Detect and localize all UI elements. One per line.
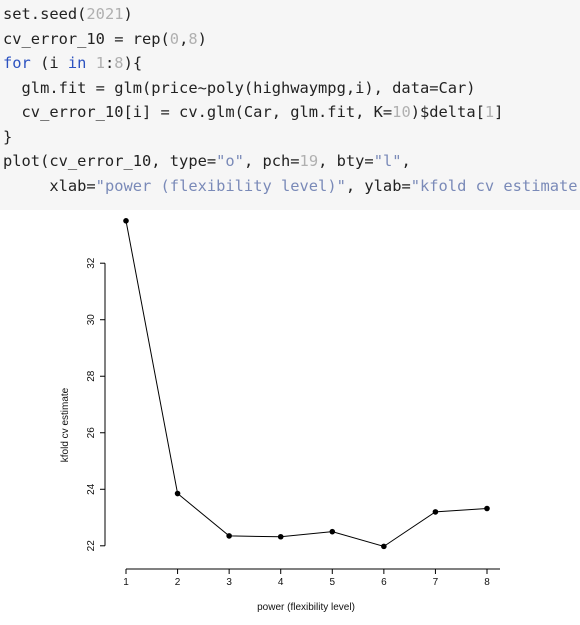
code-token: "l" <box>373 152 402 170</box>
y-tick-label: 24 <box>86 483 97 495</box>
code-token: cv_error_10 = rep( <box>3 29 170 48</box>
data-point <box>484 505 490 512</box>
data-point <box>277 533 284 540</box>
code-token: ] <box>494 103 504 121</box>
code-token: ) <box>123 5 133 23</box>
code-token: plot(cv_error_10, type= <box>3 152 217 170</box>
code-token: } <box>3 127 13 146</box>
x-tick-label: 7 <box>433 577 439 588</box>
data-point <box>226 533 232 539</box>
line-chart: 1 2 3 4 5 6 7 8 22 24 26 28 30 32 power (flexibility … <box>60 218 500 613</box>
data-point <box>123 218 129 224</box>
x-tick-label: 5 <box>330 577 336 588</box>
code-token: glm.fit = glm(price~poly(highwaympg,i), … <box>3 78 476 97</box>
code-line: for (i in 1:8){ <box>3 51 580 76</box>
x-tick-label: 4 <box>278 577 284 588</box>
code-token: 8 <box>114 54 124 72</box>
code-token: 1 <box>484 103 495 121</box>
code-token <box>86 54 95 72</box>
code-line: set.seed(2021) <box>3 2 580 27</box>
x-tick-label: 6 <box>381 577 387 588</box>
code-token: , <box>179 29 189 48</box>
code-token: , ylab= <box>345 176 411 195</box>
code-line: cv_error_10[i] = cv.glm(Car, glm.fit, K=… <box>3 100 580 125</box>
code-line: glm.fit = glm(price~poly(highwaympg,i), … <box>3 76 580 101</box>
code-token: 19 <box>299 152 319 170</box>
chart-axes: 1 2 3 4 5 6 7 8 22 24 26 28 30 32 <box>86 257 500 588</box>
code-line: plot(cv_error_10, type="o", pch=19, bty=… <box>3 149 580 174</box>
code-block: set.seed(2021) cv_error_10 = rep(0,8) for … <box>0 0 580 210</box>
code-token: , pch= <box>243 152 300 170</box>
code-line: cv_error_10 = rep(0,8) <box>3 27 580 52</box>
code-token: "power (flexibility level)" <box>95 176 346 195</box>
chart-marks <box>123 218 490 550</box>
code-token: cv_error_10[i] = cv.glm(Car, glm.fit, K= <box>3 103 393 121</box>
code-token: in <box>67 54 87 72</box>
x-tick-label: 8 <box>484 577 490 588</box>
code-token: 0 <box>169 29 180 48</box>
x-tick-label: 1 <box>123 577 129 588</box>
y-tick-label: 28 <box>86 370 97 382</box>
y-tick-label: 32 <box>86 257 97 269</box>
code-token: , bty= <box>318 152 374 170</box>
y-axis-label: kfold cv estimate <box>60 387 71 462</box>
code-token: , <box>401 152 411 170</box>
code-line: xlab="power (flexibility level)", ylab="… <box>3 174 580 199</box>
y-tick-label: 30 <box>86 314 97 326</box>
code-token: "o" <box>216 152 244 170</box>
x-axis-label: power (flexibility level) <box>257 602 355 613</box>
code-token: "kfold cv estimate" <box>410 176 580 195</box>
code-token: : <box>105 54 115 72</box>
code-token: ) <box>197 29 207 48</box>
code-token: 2021 <box>86 5 124 23</box>
code-token: (i <box>30 54 68 72</box>
code-token: 10 <box>392 103 411 121</box>
code-token: 1 <box>95 54 105 72</box>
data-point <box>329 528 336 535</box>
data-point <box>381 543 387 550</box>
code-token: xlab= <box>3 176 96 195</box>
x-tick-label: 2 <box>175 577 181 588</box>
code-token: 8 <box>188 29 198 48</box>
series-line <box>125 220 488 547</box>
y-tick-label: 26 <box>86 427 97 439</box>
code-token: )$delta[ <box>410 103 485 121</box>
code-token: set.seed( <box>3 5 87 23</box>
y-tick-label: 22 <box>86 540 97 552</box>
x-tick-label: 3 <box>226 577 232 588</box>
data-point <box>432 509 439 515</box>
code-line: } <box>3 125 580 150</box>
code-token: ){ <box>123 54 143 72</box>
code-lines: set.seed(2021) cv_error_10 = rep(0,8) for … <box>3 2 580 198</box>
data-point <box>174 490 181 497</box>
code-token: for <box>3 54 31 72</box>
